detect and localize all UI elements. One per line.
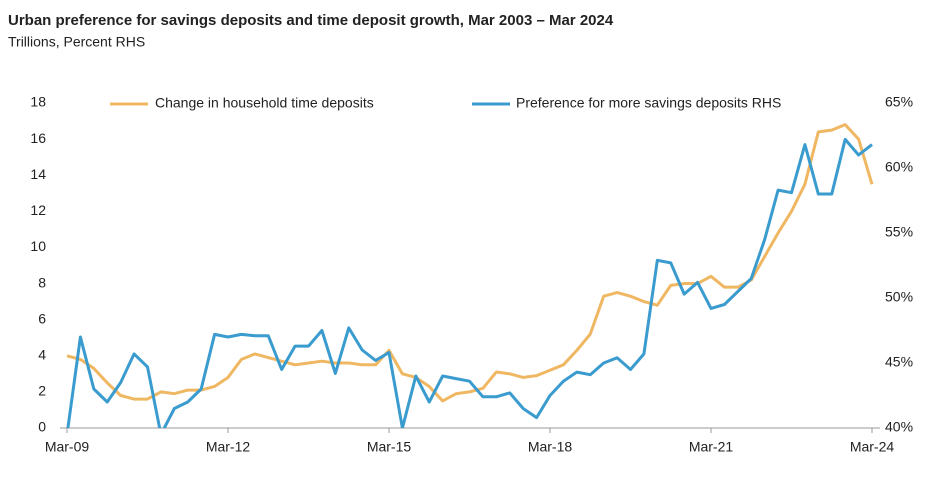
- y2-tick-label: 60%: [885, 159, 913, 175]
- x-tick-label: Mar-15: [367, 439, 412, 455]
- x-tick-label: Mar-09: [45, 439, 90, 455]
- y-tick-label: 16: [30, 130, 46, 146]
- y2-tick-label: 65%: [885, 94, 913, 110]
- y-tick-label: 10: [30, 238, 46, 254]
- y2-tick-label: 40%: [885, 419, 913, 435]
- series-line: [66, 123, 874, 403]
- y-tick-label: 14: [30, 166, 46, 182]
- y-tick-label: 4: [38, 346, 46, 362]
- y2-tick-label: 55%: [885, 224, 913, 240]
- y2-tick-label: 45%: [885, 354, 913, 370]
- x-tick-label: Mar-18: [528, 439, 573, 455]
- x-tick-label: Mar-21: [689, 439, 734, 455]
- y-tick-label: 8: [38, 274, 46, 290]
- x-tick-label: Mar-24: [850, 439, 895, 455]
- y-tick-label: 18: [30, 94, 46, 110]
- x-tick-label: Mar-12: [206, 439, 251, 455]
- y-tick-label: 0: [38, 419, 46, 435]
- legend-label: Change in household time deposits: [155, 95, 374, 111]
- y-tick-label: 12: [30, 202, 46, 218]
- legend-label: Preference for more savings deposits RHS: [516, 95, 781, 111]
- series-line: [66, 137, 873, 428]
- chart-subtitle: Trillions, Percent RHS: [8, 34, 145, 50]
- y-tick-label: 6: [38, 310, 46, 326]
- y2-tick-label: 50%: [885, 289, 913, 305]
- y-tick-label: 2: [38, 383, 46, 399]
- chart-title: Urban preference for savings deposits an…: [8, 12, 614, 29]
